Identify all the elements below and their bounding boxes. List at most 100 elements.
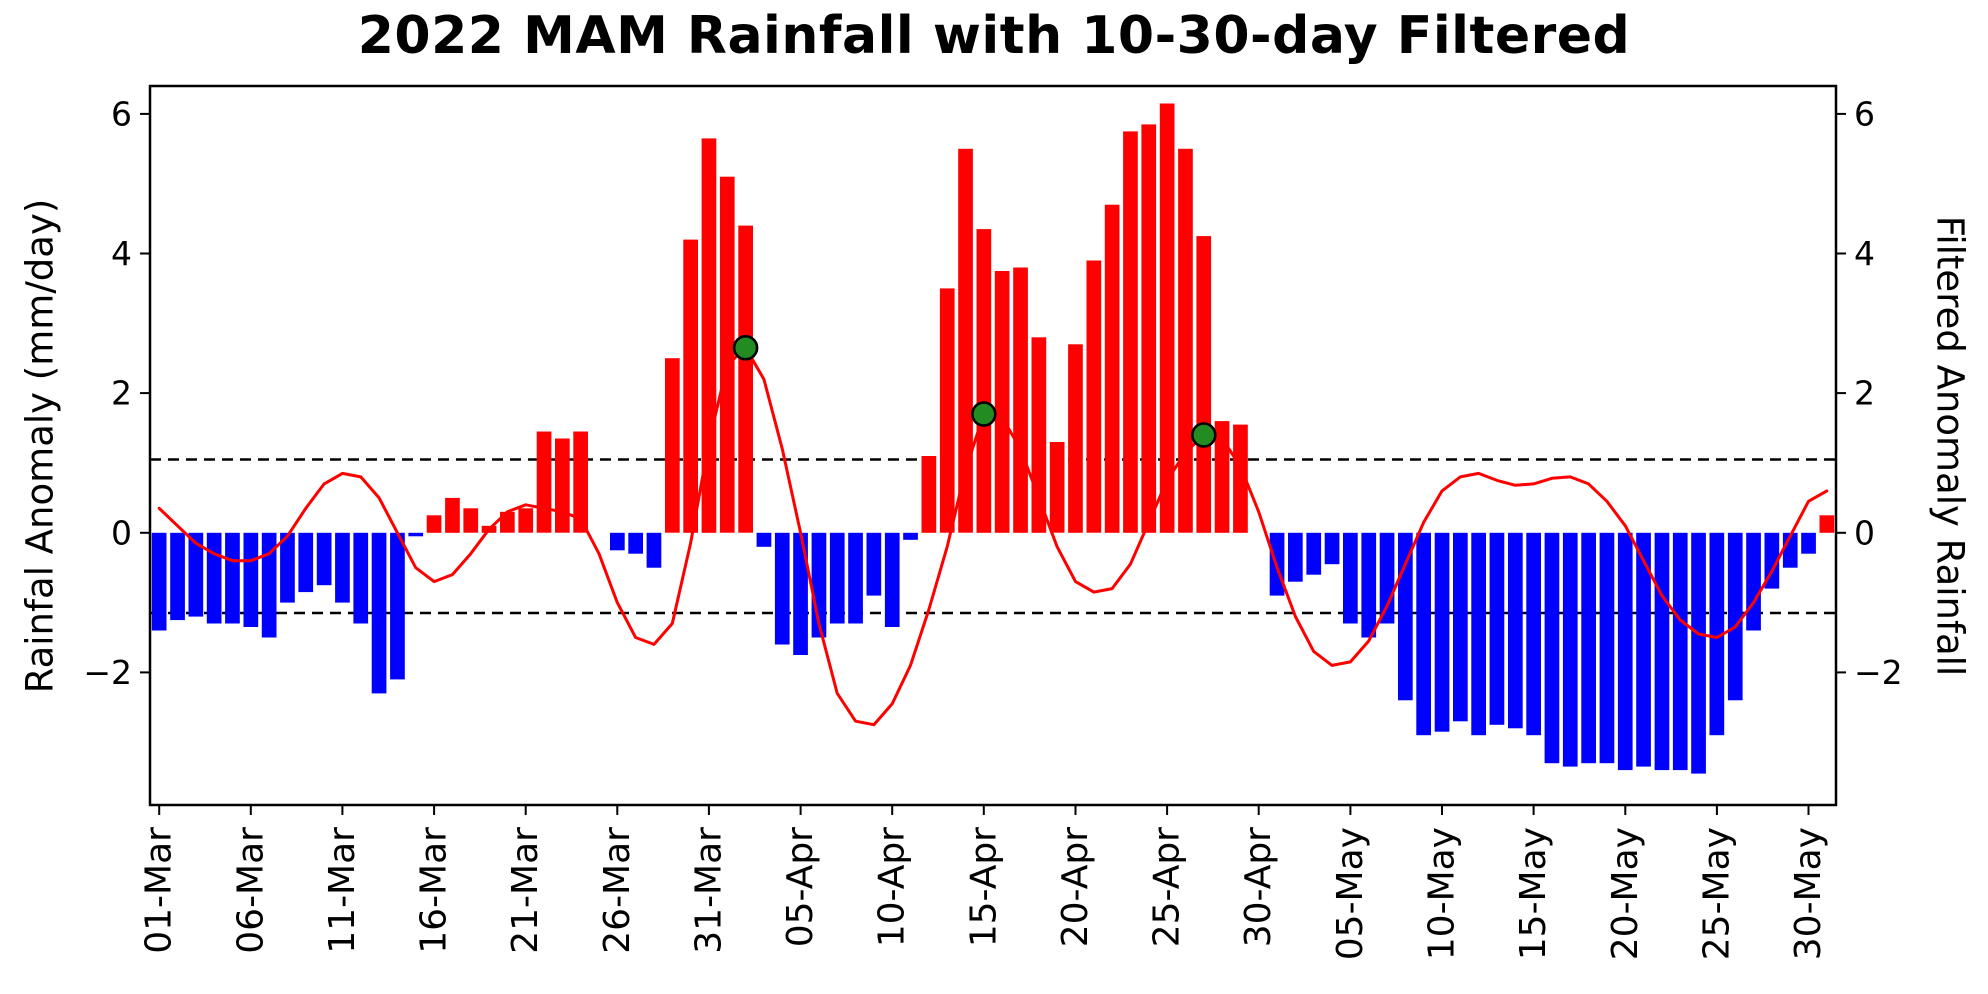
positive-anomaly-bar [555,438,570,533]
negative-anomaly-bar [1306,532,1322,575]
negative-anomaly-bar [1343,532,1358,624]
negative-anomaly-bar [1526,532,1541,736]
negative-anomaly-bar [151,532,167,631]
positive-anomaly-bar [1068,344,1083,533]
negative-anomaly-bar [1434,532,1450,732]
negative-anomaly-bar [280,532,295,603]
negative-anomaly-bar [756,532,772,547]
negative-anomaly-bar [353,532,369,624]
positive-anomaly-bar [1104,204,1120,533]
x-tick-label: 20-Apr [1055,827,1096,947]
x-tick-label: 31-Mar [688,827,729,954]
negative-anomaly-bar [829,532,845,624]
positive-anomaly-bar [1049,442,1065,533]
positive-anomaly-bar [573,431,588,533]
positive-anomaly-bar [1819,515,1835,533]
x-tick-label: 15-Apr [963,827,1004,947]
negative-anomaly-bar [1801,532,1816,554]
negative-anomaly-bar [335,532,350,603]
y-tick-label-left: 2 [111,374,132,413]
x-tick-label: 06-Mar [230,827,271,954]
negative-anomaly-bar [903,532,918,540]
positive-anomaly-bar [1159,103,1175,533]
positive-anomaly-bar [683,239,698,533]
negative-anomaly-bar [206,532,222,624]
positive-anomaly-bar [1233,424,1248,533]
negative-anomaly-bar [646,532,662,568]
negative-anomaly-bar [1416,532,1431,736]
negative-anomaly-bar [1398,532,1413,701]
positive-anomaly-bar [518,508,534,533]
negative-anomaly-bar [1361,532,1377,638]
negative-anomaly-bar [243,532,259,627]
y-tick-label-left: 0 [111,513,132,552]
negative-anomaly-bar [1471,532,1486,736]
y-tick-label-left: −2 [83,653,132,692]
y-tick-label-right: −2 [1854,653,1903,692]
y-tick-label-right: 6 [1854,94,1875,133]
x-tick-label: 10-May [1422,827,1463,960]
peak-marker-dot [1191,422,1217,448]
positive-anomaly-bar [921,456,937,533]
negative-anomaly-bar [774,532,790,645]
negative-anomaly-bar [628,532,643,554]
positive-anomaly-bar [958,148,973,533]
positive-anomaly-bar [445,497,460,533]
y-tick-label-left: 4 [111,234,132,273]
y-tick-label-right: 4 [1854,234,1875,273]
negative-anomaly-bar [1617,532,1633,771]
negative-anomaly-bar [1599,532,1615,764]
negative-anomaly-bar [1727,532,1743,701]
x-tick-label: 05-May [1330,827,1371,960]
positive-anomaly-bar [939,288,955,533]
chart-title: 2022 MAM Rainfall with 10-30-day Filtere… [357,6,1631,66]
positive-anomaly-bar [1196,236,1212,533]
x-tick-label: 16-Mar [414,827,455,954]
negative-anomaly-bar [188,532,204,617]
positive-anomaly-bar [976,229,992,533]
negative-anomaly-bar [1324,532,1340,565]
negative-anomaly-bar [390,532,405,680]
positive-anomaly-bar [1013,267,1028,533]
x-tick-label: 26-Mar [597,827,638,954]
y-tick-label-right: 0 [1854,513,1875,552]
negative-anomaly-bar [1489,532,1505,725]
positive-anomaly-bar [1086,260,1102,533]
y-tick-label-left: 6 [111,94,132,133]
peak-marker-dot [970,401,997,427]
positive-anomaly-bar [1123,131,1138,533]
negative-anomaly-bar [1562,532,1578,767]
y-tick-label-right: 2 [1854,374,1875,413]
negative-anomaly-bar [1288,532,1303,582]
negative-anomaly-bar [316,532,332,586]
negative-anomaly-bar [225,532,240,624]
x-tick-label: 25-Apr [1147,827,1188,947]
x-tick-label: 15-May [1513,827,1554,960]
negative-anomaly-bar [1654,532,1670,771]
x-tick-label: 30-May [1788,827,1829,960]
positive-anomaly-bar [701,138,717,533]
negative-anomaly-bar [1544,532,1560,764]
positive-anomaly-bar [665,358,680,533]
positive-anomaly-bar [994,271,1010,533]
positive-anomaly-bar [1214,421,1230,533]
positive-anomaly-bar [426,515,442,533]
negative-anomaly-bar [261,532,277,638]
negative-anomaly-bar [408,532,424,537]
negative-anomaly-bar [1379,532,1395,624]
x-tick-label: 01-Mar [139,827,180,954]
negative-anomaly-bar [866,532,882,596]
negative-anomaly-bar [610,532,625,551]
positive-anomaly-bar [463,508,479,533]
positive-anomaly-bar [738,225,753,533]
x-tick-label: 10-Apr [872,827,913,947]
negative-anomaly-bar [1508,532,1523,729]
positive-anomaly-bar [1031,337,1047,533]
negative-anomaly-bar [884,532,900,627]
x-tick-label: 30-Apr [1238,827,1279,947]
x-tick-label: 21-Mar [505,827,546,954]
positive-anomaly-bar [719,176,735,533]
negative-anomaly-bar [1453,532,1468,722]
positive-anomaly-bar [1178,148,1193,533]
